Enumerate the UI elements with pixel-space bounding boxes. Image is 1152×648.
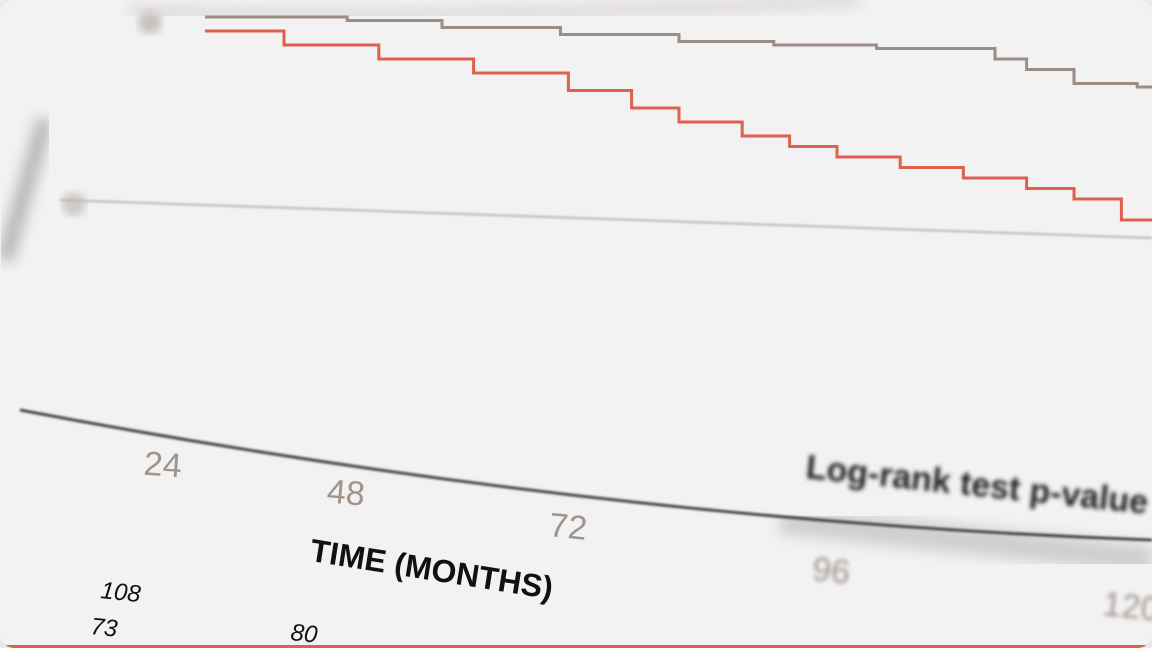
- survival-curve-2: [205, 29, 1152, 229]
- blurred-bottom-band: [778, 506, 1152, 574]
- blurred-top-band: [129, 0, 861, 20]
- reference-line: [59, 199, 1152, 239]
- p-value-annotation: Log-rank test p-value: [804, 448, 1150, 522]
- x-tick-label: 24: [143, 445, 183, 486]
- blurred-marker-mid: [62, 192, 86, 216]
- x-axis-line: [19, 408, 1152, 542]
- x-tick-label: 72: [547, 506, 589, 548]
- risk-count: 73: [89, 613, 119, 643]
- x-tick-label: 96: [810, 550, 852, 592]
- bottom-accent-rule: [0, 645, 1152, 648]
- x-tick-label: 48: [325, 472, 366, 513]
- risk-count: 108: [99, 577, 142, 608]
- risk-count: 80: [289, 619, 319, 648]
- x-tick-label: 120: [1101, 585, 1152, 629]
- x-axis-label: TIME (MONTHS): [308, 532, 556, 606]
- survival-curve-1: [205, 15, 1152, 89]
- blurred-y-axis: [0, 117, 53, 263]
